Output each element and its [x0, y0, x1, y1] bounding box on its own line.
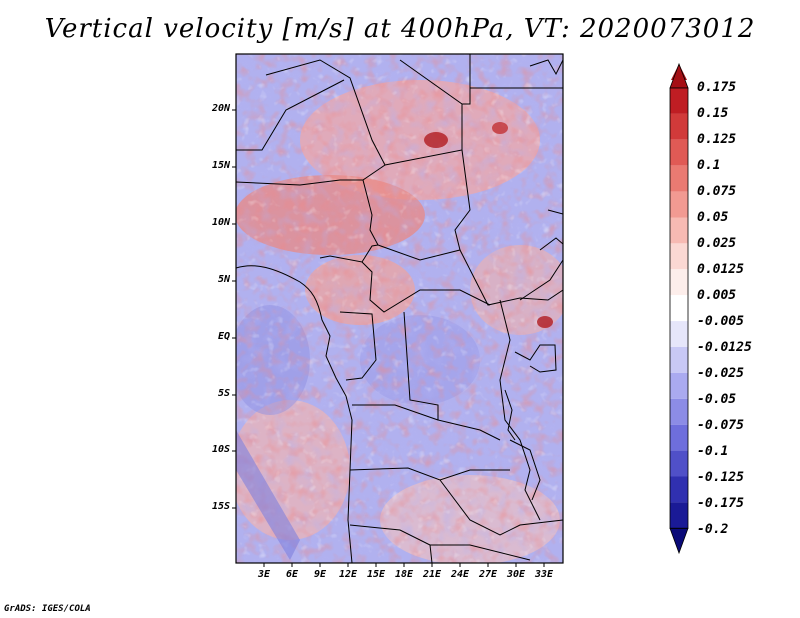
colorbar-bin-16 [670, 476, 688, 503]
lon-label-18e: 18E [394, 569, 414, 580]
colorbar-label: 0.025 [697, 236, 737, 251]
colorbar-bin-5 [670, 191, 688, 218]
lat-label-10n: 10N [211, 217, 230, 228]
colorbar-bin-11 [670, 347, 688, 373]
colorbar-label: -0.175 [697, 496, 744, 511]
lat-label-5s: 5S [217, 388, 230, 399]
lat-label-15n: 15N [211, 160, 230, 171]
velocity-field [236, 54, 563, 563]
lon-label-33e: 33E [534, 569, 554, 580]
colorbar-bin-12 [670, 372, 688, 399]
colorbar-label: -0.025 [697, 366, 744, 381]
colorbar-bin-13 [670, 398, 688, 425]
lon-label-24e: 24E [450, 569, 470, 580]
colorbar-bin-1 [670, 88, 688, 114]
colorbar-cap-high [669, 62, 689, 89]
axis-ticks [232, 109, 545, 567]
lat-label-15s: 15S [211, 501, 230, 512]
colorbar-cap-low [669, 527, 689, 555]
colorbar-label: 0.1 [697, 158, 721, 173]
colorbar [669, 62, 689, 555]
colorbar-label: -0.0125 [697, 340, 752, 355]
colorbar-label: 0.125 [697, 132, 737, 147]
colorbar-bin-7 [670, 243, 688, 270]
lon-label-30e: 30E [506, 569, 526, 580]
colorbar-bin-4 [670, 165, 688, 192]
colorbar-label: -0.1 [697, 444, 729, 459]
country-boundaries [236, 54, 563, 563]
colorbar-label: -0.125 [697, 470, 744, 485]
colorbar-bin-8 [670, 269, 688, 296]
lon-label-12e: 12E [338, 569, 358, 580]
lon-label-6e: 6E [285, 569, 299, 580]
colorbar-label: -0.2 [697, 522, 729, 537]
lat-label-eq: EQ [217, 331, 230, 342]
colorbar-bin-9 [670, 295, 688, 322]
colorbar-label: 0.005 [697, 288, 737, 303]
lat-label-20n: 20N [211, 103, 230, 114]
colorbar-label: -0.005 [697, 314, 744, 329]
lon-label-27e: 27E [478, 569, 498, 580]
lat-label-5n: 5N [217, 274, 230, 285]
colorbar-label: 0.0125 [697, 262, 744, 277]
map-frame [235, 53, 564, 564]
colorbar-bin-3 [670, 139, 688, 166]
colorbar-label: -0.05 [697, 392, 737, 407]
colorbar-label: 0.075 [697, 184, 737, 199]
colorbar-label: -0.075 [697, 418, 744, 433]
colorbar-bin-15 [670, 450, 688, 477]
lon-label-3e: 3E [257, 569, 271, 580]
colorbar-bin-14 [670, 424, 688, 451]
lon-label-9e: 9E [313, 569, 327, 580]
colorbar-bin-10 [670, 321, 688, 347]
grads-credit: GrADS: IGES/COLA [4, 604, 91, 614]
colorbar-label: 0.15 [697, 106, 729, 121]
lon-label-21e: 21E [422, 569, 442, 580]
lon-label-15e: 15E [366, 569, 386, 580]
colorbar-bin-2 [670, 113, 688, 140]
colorbar-bin-17 [670, 502, 688, 529]
colorbar-label: 0.175 [697, 80, 737, 95]
chart-title: Vertical velocity [m/s] at 400hPa, VT: 2… [44, 14, 756, 44]
lat-label-10s: 10S [211, 444, 230, 455]
colorbar-label: 0.05 [697, 210, 729, 225]
colorbar-bin-6 [670, 217, 688, 244]
